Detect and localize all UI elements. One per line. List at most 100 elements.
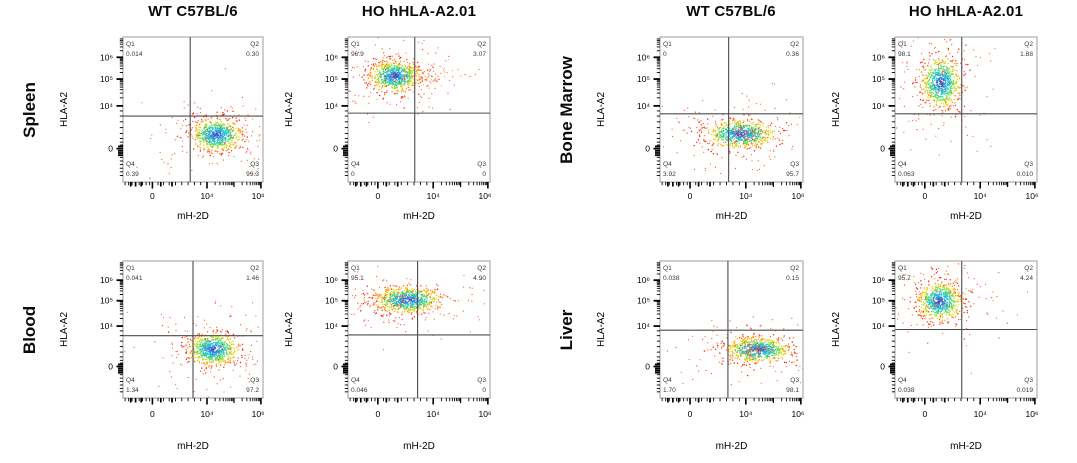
svg-text:10⁵: 10⁵	[100, 296, 113, 306]
flow-plot-spleen-wt-c57bl6: Q1 0.014 Q2 0.30 Q4 0.39 Q3 99.3 10⁶ 10⁵ 10⁴ 0 0 10⁴ 1…	[57, 17, 277, 231]
svg-text:Q1: Q1	[663, 41, 672, 48]
x-tick-labels: 0 10⁴ 10⁶	[922, 409, 1038, 419]
svg-text:10⁴: 10⁴	[872, 101, 885, 111]
svg-text:0: 0	[333, 144, 338, 154]
axis-ticks	[888, 38, 1036, 189]
x-tick-labels: 0 10⁴ 10⁶	[688, 409, 805, 419]
svg-text:0.39: 0.39	[126, 171, 139, 178]
svg-text:0.36: 0.36	[786, 51, 799, 58]
svg-text:Q4: Q4	[126, 377, 135, 384]
svg-text:Q2: Q2	[477, 41, 486, 48]
svg-text:Q1: Q1	[898, 41, 907, 48]
y-tick-labels: 10⁶ 10⁵ 10⁴ 0	[325, 52, 338, 153]
density-scatter	[666, 316, 803, 386]
svg-text:10⁶: 10⁶	[479, 191, 492, 201]
svg-text:0: 0	[880, 144, 885, 154]
svg-text:1.46: 1.46	[246, 275, 259, 282]
quadrant-gates	[123, 261, 263, 398]
flow-plot-spleen-ho-hhla-a2: Q1 96.9 Q2 3.07 Q4 0 Q3 0 10⁶ 10⁵ 10⁴ 0 0 10⁴ 10⁶ HLA-A…	[282, 17, 504, 231]
y-axis-label: HLA-A2	[596, 92, 607, 127]
column-title-bonemarrow-wt: WT C57BL/6	[686, 3, 776, 20]
quadrant-gates	[895, 37, 1037, 182]
svg-text:10⁶: 10⁶	[325, 52, 338, 62]
svg-text:3.92: 3.92	[663, 171, 676, 178]
svg-text:0: 0	[108, 361, 113, 371]
svg-text:95.7: 95.7	[786, 171, 799, 178]
svg-text:10⁴: 10⁴	[974, 191, 987, 201]
quadrant-stats: Q1 98.1 Q2 1.88 Q4 0.063 Q3 0.010	[898, 41, 1033, 178]
svg-text:1.88: 1.88	[1020, 51, 1033, 58]
quadrant-gates	[123, 37, 263, 182]
svg-text:0.063: 0.063	[898, 171, 915, 178]
svg-text:98.1: 98.1	[898, 51, 911, 58]
density-scatter	[348, 266, 485, 351]
density-scatter	[348, 37, 480, 124]
x-axis-label: mH-2D	[177, 441, 209, 452]
svg-text:Q4: Q4	[898, 161, 907, 168]
y-axis-label: HLA-A2	[284, 92, 295, 127]
flow-plot-bone-marrow-wt-c57bl6: Q1 0 Q2 0.36 Q4 3.92 Q3 95.7 10⁶ 10⁵ 10⁴ 0 0 10⁴ 10⁶ HL…	[594, 17, 817, 231]
axis-ticks	[653, 38, 802, 189]
svg-text:10⁶: 10⁶	[872, 52, 885, 62]
svg-text:Q3: Q3	[250, 161, 259, 168]
row-label-bone-marrow: Bone Marrow	[557, 56, 576, 164]
density-scatter	[895, 263, 1028, 374]
svg-text:10⁵: 10⁵	[872, 74, 885, 84]
svg-text:0.010: 0.010	[1016, 171, 1033, 178]
svg-text:1.34: 1.34	[126, 387, 139, 394]
axis-ticks	[116, 38, 262, 189]
axis-ticks	[653, 262, 802, 405]
svg-text:Q4: Q4	[351, 161, 360, 168]
column-title-spleen-wt: WT C57BL/6	[148, 3, 238, 20]
svg-text:0: 0	[663, 51, 667, 58]
y-tick-labels: 10⁶ 10⁵ 10⁴ 0	[872, 52, 885, 153]
row-label-spleen: Spleen	[20, 82, 39, 138]
svg-text:10⁴: 10⁴	[100, 101, 113, 111]
svg-text:Q1: Q1	[126, 41, 135, 48]
quadrant-gates	[895, 261, 1037, 398]
svg-text:10⁶: 10⁶	[252, 409, 265, 419]
row-label-liver: Liver	[557, 309, 576, 351]
svg-text:Q3: Q3	[1024, 161, 1033, 168]
quadrant-stats: Q1 96.9 Q2 3.07 Q4 0 Q3 0	[351, 41, 486, 178]
svg-text:0: 0	[351, 171, 355, 178]
density-scatter	[895, 37, 996, 156]
axis-ticks	[341, 38, 489, 189]
y-axis-label: HLA-A2	[59, 92, 70, 127]
svg-text:Q3: Q3	[477, 161, 486, 168]
svg-text:10⁴: 10⁴	[100, 321, 113, 331]
svg-text:0: 0	[645, 144, 650, 154]
axis-ticks	[116, 262, 262, 405]
svg-text:10⁴: 10⁴	[325, 101, 338, 111]
svg-text:0: 0	[375, 191, 380, 201]
x-tick-labels: 0 10⁴ 10⁶	[150, 409, 265, 419]
y-axis-label: HLA-A2	[284, 312, 295, 347]
svg-text:Q4: Q4	[126, 161, 135, 168]
svg-text:10⁵: 10⁵	[637, 74, 650, 84]
plot-frame	[659, 260, 804, 399]
quadrant-stats: Q1 0.041 Q2 1.46 Q4 1.34 Q3 97.2	[126, 265, 259, 394]
svg-text:Q3: Q3	[790, 161, 799, 168]
x-axis-label: mH-2D	[716, 211, 748, 222]
flow-plot-blood-wt-c57bl6: Q1 0.041 Q2 1.46 Q4 1.34 Q3 97.2 10⁶ 10⁵ 10⁴ 0 0 10⁴ 1…	[57, 241, 277, 461]
y-axis-label: HLA-A2	[831, 92, 842, 127]
svg-text:10⁶: 10⁶	[100, 52, 113, 62]
x-tick-labels: 0 10⁴ 10⁶	[375, 409, 491, 419]
quadrant-gates	[348, 37, 490, 182]
y-axis-label: HLA-A2	[596, 312, 607, 347]
svg-text:0: 0	[108, 144, 113, 154]
x-axis-label: mH-2D	[950, 441, 982, 452]
x-tick-labels: 0 10⁴ 10⁶	[150, 191, 265, 201]
y-axis-label: HLA-A2	[59, 312, 70, 347]
quadrant-stats: Q1 0.014 Q2 0.30 Q4 0.39 Q3 99.3	[126, 41, 259, 178]
x-tick-labels: 0 10⁴ 10⁶	[688, 191, 805, 201]
svg-text:0.014: 0.014	[126, 51, 143, 58]
svg-text:10⁵: 10⁵	[325, 74, 338, 84]
